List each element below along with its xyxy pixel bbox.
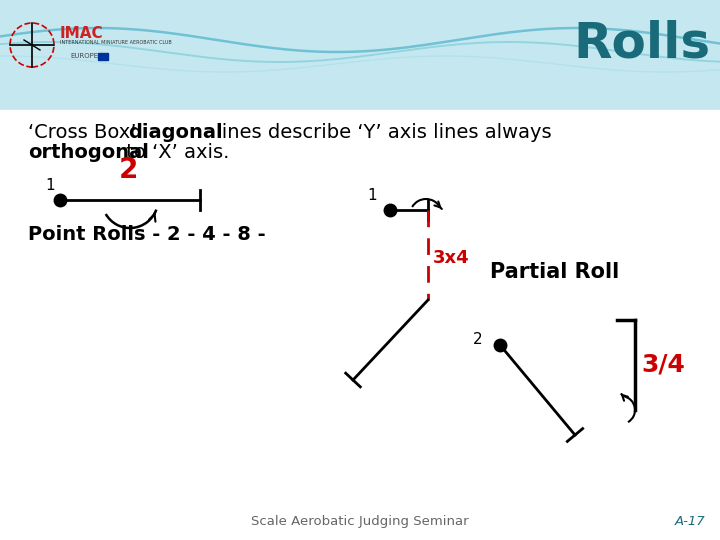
- Text: Point Rolls - 2 - 4 - 8 -: Point Rolls - 2 - 4 - 8 -: [28, 226, 266, 245]
- Text: orthogonal: orthogonal: [28, 144, 149, 163]
- Bar: [98, 53, 108, 60]
- Text: IMAC: IMAC: [60, 25, 104, 40]
- Text: 3/4: 3/4: [641, 353, 685, 377]
- Text: Rolls: Rolls: [573, 19, 710, 67]
- Text: 2: 2: [118, 156, 138, 184]
- Text: ‘Cross Box’: ‘Cross Box’: [28, 123, 143, 141]
- Text: 3x4: 3x4: [433, 249, 469, 267]
- Text: 1: 1: [45, 179, 55, 193]
- Text: to ‘X’ axis.: to ‘X’ axis.: [120, 144, 230, 163]
- Text: 1: 1: [367, 188, 377, 204]
- Text: Scale Aerobatic Judging Seminar: Scale Aerobatic Judging Seminar: [251, 515, 469, 528]
- Text: 2: 2: [473, 332, 483, 347]
- Text: INTERNATIONAL MINIATURE AEROBATIC CLUB: INTERNATIONAL MINIATURE AEROBATIC CLUB: [60, 40, 172, 45]
- Text: EUROPE: EUROPE: [70, 53, 98, 59]
- Text: diagonal: diagonal: [128, 123, 222, 141]
- Text: Partial Roll: Partial Roll: [490, 262, 619, 282]
- Text: A-17: A-17: [675, 515, 705, 528]
- Text: lines describe ‘Y’ axis lines always: lines describe ‘Y’ axis lines always: [210, 123, 552, 141]
